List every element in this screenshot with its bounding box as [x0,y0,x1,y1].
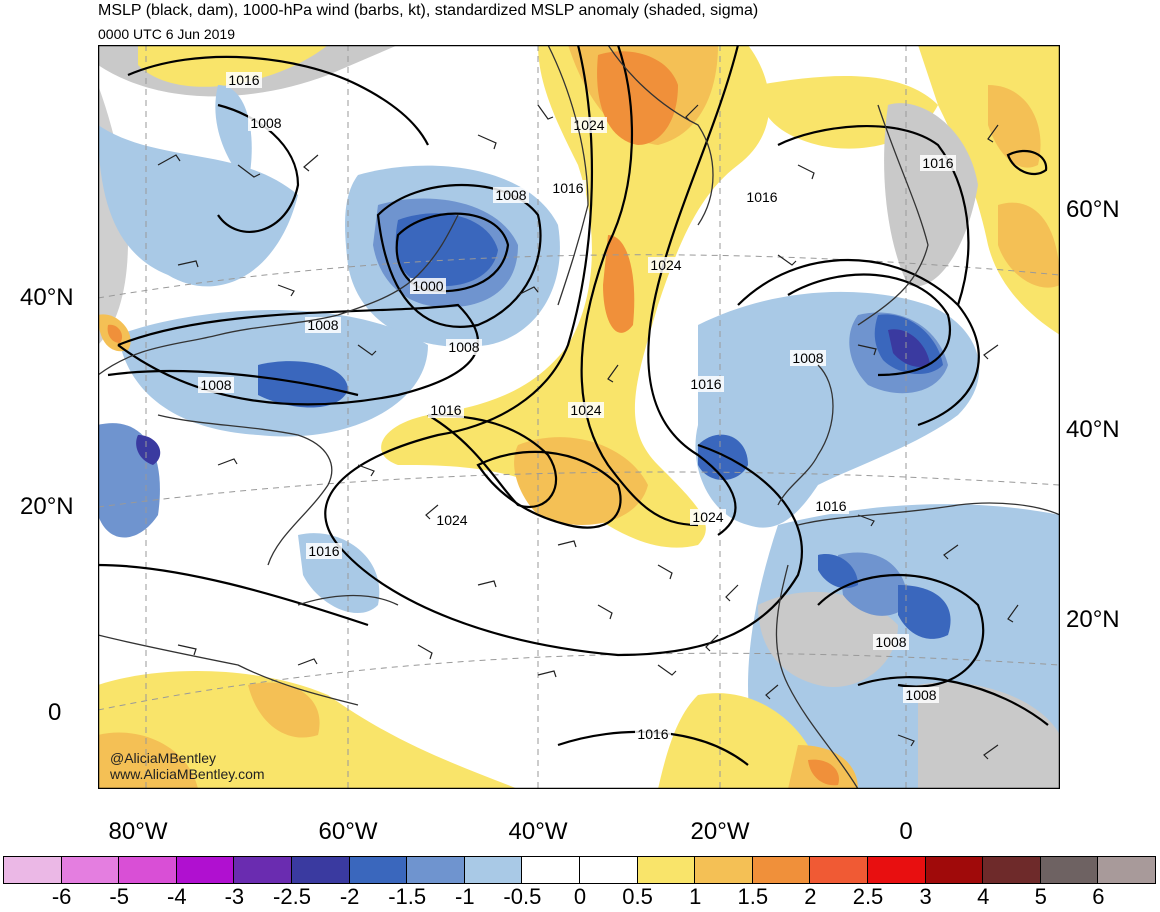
colorbar-tick-label: -3 [224,884,245,909]
isobar-label: 1016 [552,180,583,196]
isobar-label: 1016 [746,189,777,205]
lon-label: 60°W [318,818,378,845]
colorbar-box [809,856,868,884]
colorbar-box [694,856,753,884]
isobars [98,45,1049,766]
chart-title: MSLP (black, dam), 1000-hPa wind (barbs,… [98,2,759,19]
lat-label: 40°N [1066,416,1120,443]
colorbar-box [233,856,292,884]
lon-label: 0 [899,818,913,845]
isobar-label: 1016 [637,726,668,742]
isobar-label: 1016 [815,498,846,514]
colorbar-box [60,856,120,884]
isobar-label: 1016 [228,72,259,88]
credit-handle: @AliciaMBentley [110,750,217,766]
isobar-label: 1008 [905,687,936,703]
credit-url: www.AliciaMBentley.com [110,766,265,782]
isobar-label: 1024 [650,257,681,273]
colorbar-box [1039,856,1099,884]
lat-label: 0 [48,699,62,726]
colorbar-box [1097,856,1156,884]
isobar-label: 1008 [200,377,231,393]
lat-label: 20°N [20,493,74,520]
colorbar-tick-label: 2 [804,884,817,909]
colorbar-tick-label: -5 [109,884,129,909]
coastlines [98,45,1060,789]
lat-label: 20°N [1066,606,1120,633]
isobar-label: 1016 [430,402,461,418]
isobar-label: 1024 [692,509,723,525]
colorbar-box [406,856,465,884]
colorbar-box [636,856,696,884]
valid-time: 0000 UTC 6 Jun 2019 [98,26,235,42]
colorbar-tick-label: 0.5 [622,884,653,909]
colorbar-box [578,856,638,884]
lat-label: 40°N [20,284,74,311]
colorbar-tick-label: -0.5 [503,884,542,909]
colorbar-tick-label: 1 [689,884,702,909]
colorbar-tick-label: -1.5 [388,884,427,909]
lon-label: 20°W [690,818,750,845]
colorbar-tick-label: -2.5 [273,884,311,909]
isobar-label: 1024 [570,402,601,418]
isobar-label: 1016 [308,543,339,559]
colorbar-tick-label: -2 [339,884,360,909]
colorbar-tick-label: 4 [977,884,990,909]
colorbar-tick-label: -6 [51,884,72,909]
colorbar-box [866,856,926,884]
colorbar-tick-label: 5 [1034,884,1047,909]
colorbar-tick-label: -4 [167,884,187,909]
isobar-label: 1008 [307,317,338,333]
colorbar-box [463,856,523,884]
isobar-label: 1024 [573,117,604,133]
colorbar-tick-label: 2.5 [852,884,884,909]
colorbar-tick-label: 0 [573,884,587,909]
map-border [98,45,1060,789]
colorbar-box [521,856,580,884]
colorbar-tick-label: 3 [919,884,932,909]
wind-barbs [157,104,1019,760]
isobar-label: 1008 [448,339,479,355]
colorbar-box [348,856,408,884]
isobar-label: 1016 [922,155,953,171]
colorbar-tick-label: -1 [455,884,475,909]
isobar-label: 1008 [250,115,281,131]
isobar-labels: 1016 1008 1008 1000 1008 1008 1008 1016 … [198,72,956,742]
colorbar-tick-label: 6 [1092,884,1105,909]
isobar-label: 1000 [412,278,443,294]
colorbar-box [175,856,235,884]
colorbar-box [751,856,811,884]
weather-map: 1016 1008 1008 1000 1008 1008 1008 1016 … [98,45,1060,789]
graticule [98,45,1060,789]
colorbar-box [290,856,350,884]
isobar-label: 1008 [792,350,823,366]
anomaly-colorbar [3,856,1156,884]
colorbar-box [982,856,1041,884]
lon-label: 40°W [508,818,568,845]
isobar-label: 1016 [690,376,721,392]
lat-label: 60°N [1066,196,1120,223]
colorbar-box [3,856,62,884]
isobar-label: 1008 [495,187,526,203]
colorbar-box [924,856,984,884]
isobar-label: 1024 [436,512,467,528]
lon-label: 80°W [108,818,168,845]
colorbar-tick-label: 1.5 [737,884,769,909]
colorbar-box [118,856,177,884]
isobar-label: 1008 [875,634,906,650]
